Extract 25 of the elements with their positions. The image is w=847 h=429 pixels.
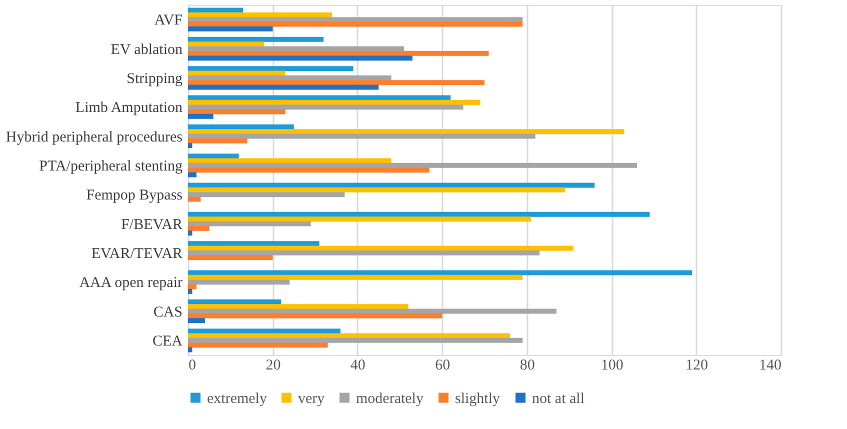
x-tick-label: 0 (188, 358, 196, 374)
legend-label: slightly (455, 390, 501, 407)
y-tick-label: PTA/peripheral stenting (39, 158, 183, 174)
x-tick-label: 60 (435, 358, 450, 374)
x-tick-label: 20 (266, 358, 281, 374)
x-tick-label: 80 (520, 358, 535, 374)
legend-label: extremely (207, 390, 268, 407)
y-tick-label: Hybrid peripheral procedures (6, 129, 183, 146)
legend-label: very (298, 390, 326, 407)
x-tick-label: 100 (600, 358, 624, 374)
x-tick-label: 140 (759, 358, 782, 374)
y-tick-label: Stripping (126, 70, 183, 87)
y-tick-label: Fempop Bypass (86, 188, 183, 204)
y-tick-label: EVAR/TEVAR (91, 246, 182, 262)
y-tick-label: F/BEVAR (121, 216, 182, 233)
y-tick-label: Limb Amputation (75, 100, 183, 116)
y-tick-label: AVF (154, 12, 182, 29)
legend-label: moderately (356, 390, 424, 407)
y-tick-label: CAS (153, 304, 182, 320)
y-tick-label: EV ablation (110, 42, 183, 58)
y-tick-label: AAA open repair (79, 275, 182, 292)
x-tick-label: 40 (350, 358, 366, 374)
x-tick-label: 120 (686, 358, 708, 374)
legend-label: not at all (532, 390, 584, 407)
y-tick-label: CEA (152, 333, 183, 350)
